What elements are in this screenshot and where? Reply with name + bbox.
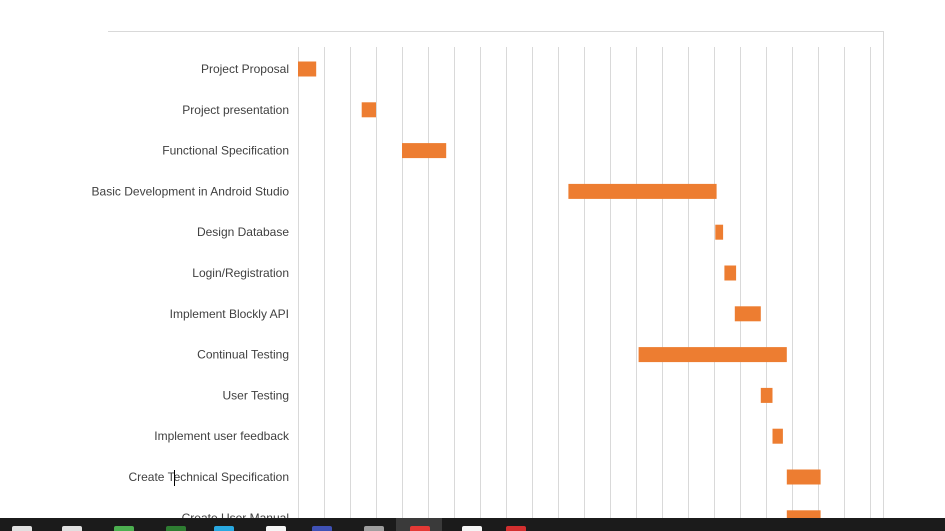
taskbar-active-highlight — [396, 518, 442, 531]
task-label: Project presentation — [182, 103, 289, 117]
task-bar — [298, 61, 317, 77]
task-label: Project Proposal — [201, 62, 289, 76]
app-blue-icon[interactable] — [312, 526, 332, 531]
task-label: Continual Testing — [197, 348, 289, 362]
edge-icon[interactable] — [214, 526, 234, 531]
gridlines — [298, 47, 871, 531]
task-bar — [760, 387, 773, 403]
task-bar — [724, 265, 737, 281]
task-label: User Testing — [223, 388, 289, 402]
task-bar — [786, 469, 821, 485]
task-bar — [715, 224, 724, 240]
task-label: Implement user feedback — [154, 429, 290, 443]
task-bar — [638, 347, 787, 363]
task-bar — [402, 143, 447, 159]
task-view-icon[interactable] — [62, 526, 82, 531]
file-explorer-icon[interactable] — [266, 526, 286, 531]
app-gray-icon[interactable] — [364, 526, 384, 531]
task-labels: Project Proposal Project presentation Func… — [92, 62, 290, 525]
task-label: Design Database — [197, 225, 289, 239]
task-label: Functional Specification — [162, 144, 289, 158]
task-bar — [772, 428, 783, 444]
search-icon[interactable] — [12, 526, 32, 531]
task-label: Login/Registration — [192, 266, 289, 280]
app-red-icon[interactable] — [506, 526, 526, 531]
text-cursor — [174, 470, 175, 486]
task-bar — [361, 102, 376, 118]
taskbar[interactable] — [0, 518, 945, 531]
task-label: Basic Development in Android Studio — [92, 184, 290, 198]
app-green-dark-icon[interactable] — [166, 526, 186, 531]
app-green-icon[interactable] — [114, 526, 134, 531]
task-bar — [734, 306, 761, 322]
app-white-icon[interactable] — [462, 526, 482, 531]
task-bar — [568, 183, 717, 199]
chrome-icon[interactable] — [410, 526, 430, 531]
task-label: Implement Blockly API — [170, 307, 289, 321]
chart-frame — [108, 31, 884, 531]
task-label: Create Technical Specification — [128, 470, 289, 484]
